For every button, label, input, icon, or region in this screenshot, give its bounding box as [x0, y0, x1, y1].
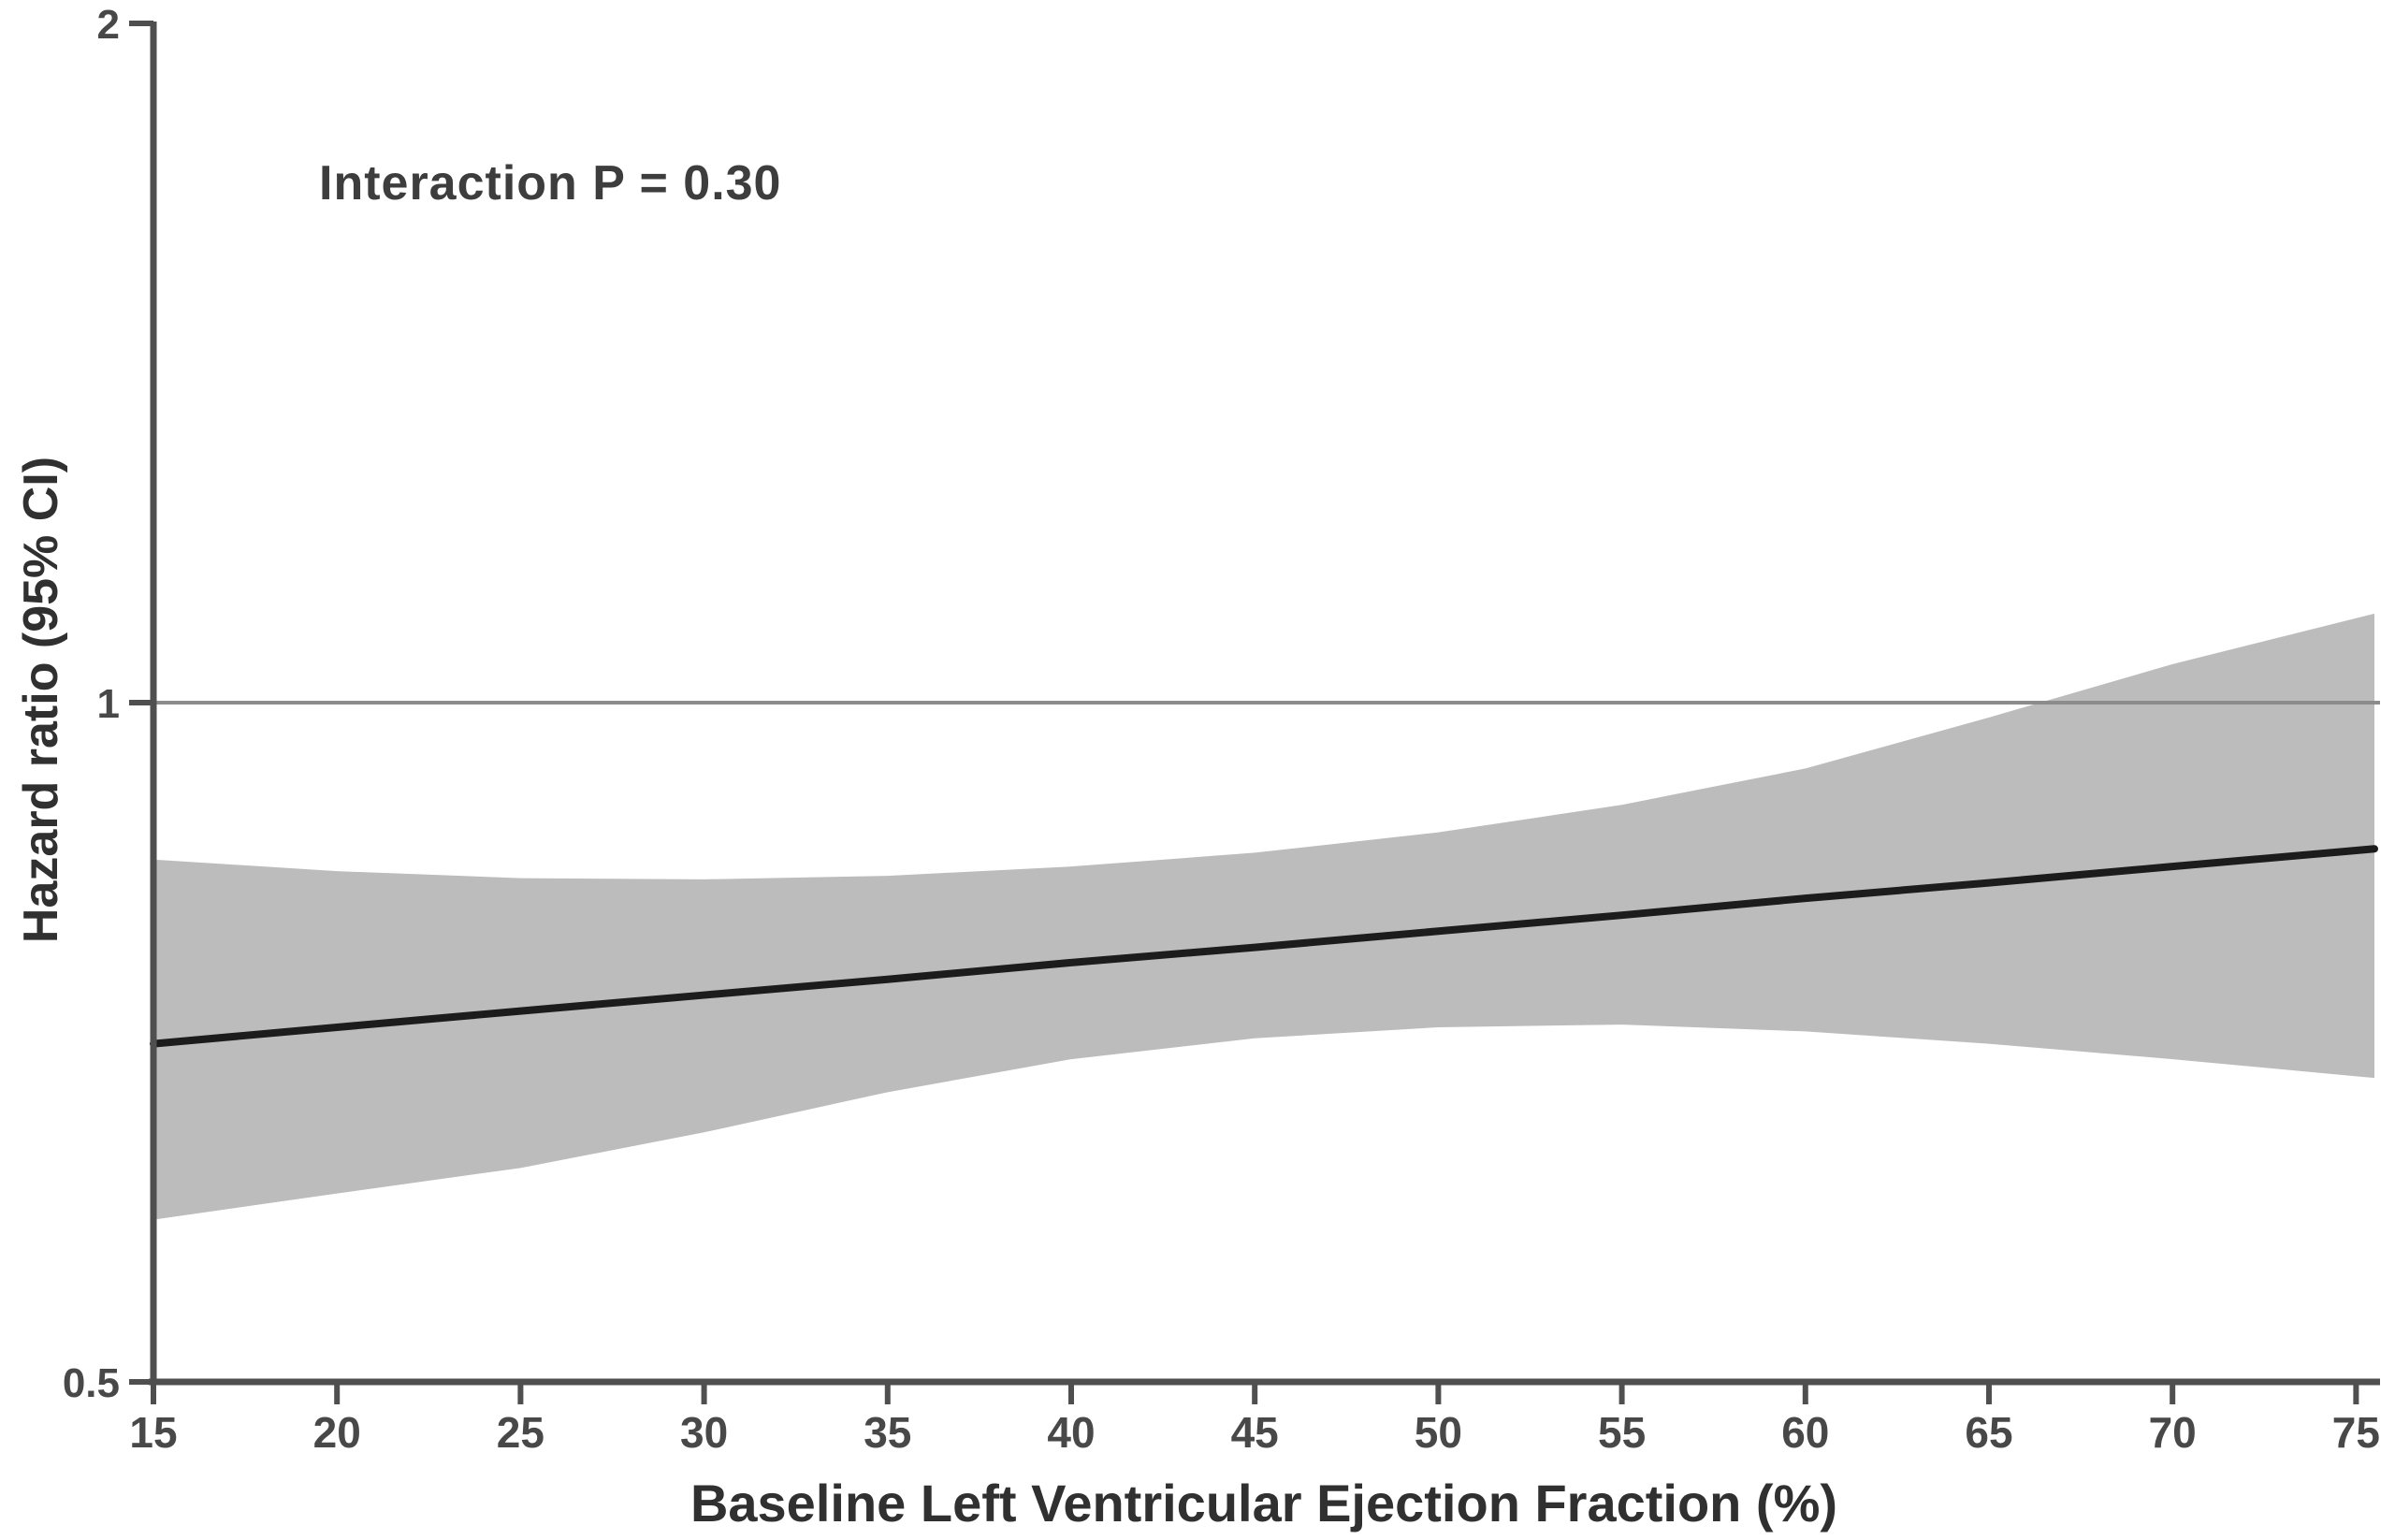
- x-axis-title: Baseline Left Ventricular Ejection Fract…: [689, 1474, 1838, 1533]
- x-tick-label: 65: [1965, 1408, 2012, 1457]
- x-tick-label: 70: [2149, 1408, 2197, 1457]
- x-tick-label: 45: [1231, 1408, 1279, 1457]
- x-tick-label: 60: [1781, 1408, 1829, 1457]
- x-tick-label: 35: [864, 1408, 911, 1457]
- x-tick-label: 55: [1598, 1408, 1646, 1457]
- y-tick-label: 0.5: [63, 1360, 120, 1406]
- x-tick-label: 20: [313, 1408, 361, 1457]
- confidence-band: [153, 613, 2374, 1220]
- x-tick-label: 50: [1415, 1408, 1462, 1457]
- x-tick-label: 25: [497, 1408, 544, 1457]
- y-axis-title: Hazard ratio (95% CI): [14, 456, 68, 944]
- y-tick-label: 2: [97, 2, 120, 48]
- x-tick-label: 15: [129, 1408, 177, 1457]
- interaction-p-annotation: Interaction P = 0.30: [319, 156, 782, 211]
- y-tick-label: 1: [97, 681, 120, 727]
- x-tick-label: 40: [1047, 1408, 1095, 1457]
- x-tick-label: 75: [2332, 1408, 2380, 1457]
- x-tick-label: 30: [680, 1408, 728, 1457]
- hazard-ratio-line: [150, 845, 2378, 1048]
